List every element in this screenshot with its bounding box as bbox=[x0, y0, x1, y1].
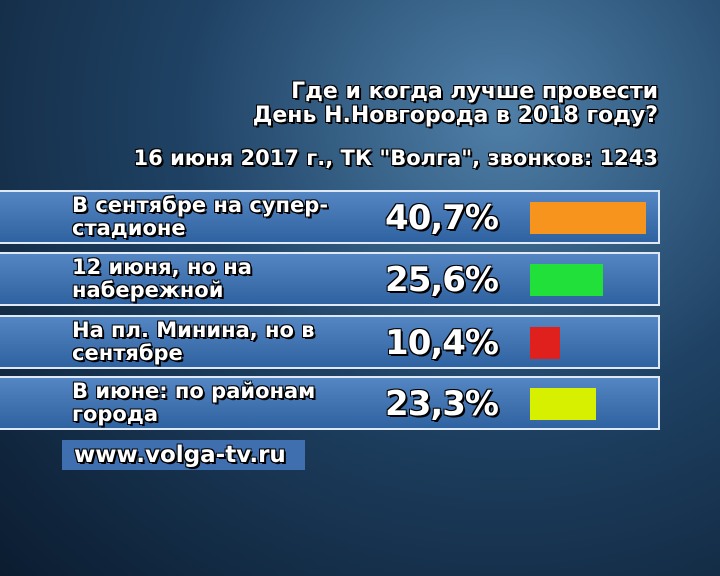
row: В июне: по районам города 23,3% bbox=[0, 376, 660, 430]
subtitle: 16 июня 2017 г., ТК "Волга", звонков: 12… bbox=[133, 146, 658, 170]
category-label: На пл. Минина, но в сентябре bbox=[72, 318, 315, 365]
bar bbox=[530, 202, 646, 234]
footer: www.volga-tv.ru bbox=[62, 440, 305, 470]
category-label: 12 июня, но на набережной bbox=[72, 255, 252, 302]
bar bbox=[530, 264, 603, 296]
row: На пл. Минина, но в сентябре 10,4% bbox=[0, 315, 660, 369]
category-label: В сентябре на супер-стадионе bbox=[72, 193, 329, 240]
value-label: 25,6% bbox=[385, 260, 499, 300]
bar bbox=[530, 327, 560, 359]
value-label: 23,3% bbox=[385, 384, 499, 424]
value-label: 40,7% bbox=[385, 198, 499, 238]
chart-title: Где и когда лучше провести День Н.Новгор… bbox=[252, 79, 658, 128]
category-label: В июне: по районам города bbox=[72, 379, 316, 426]
row: В сентябре на супер-стадионе 40,7% bbox=[0, 190, 660, 244]
row: 12 июня, но на набережной 25,6% bbox=[0, 252, 660, 306]
value-label: 10,4% bbox=[385, 323, 499, 363]
bar bbox=[530, 388, 597, 420]
